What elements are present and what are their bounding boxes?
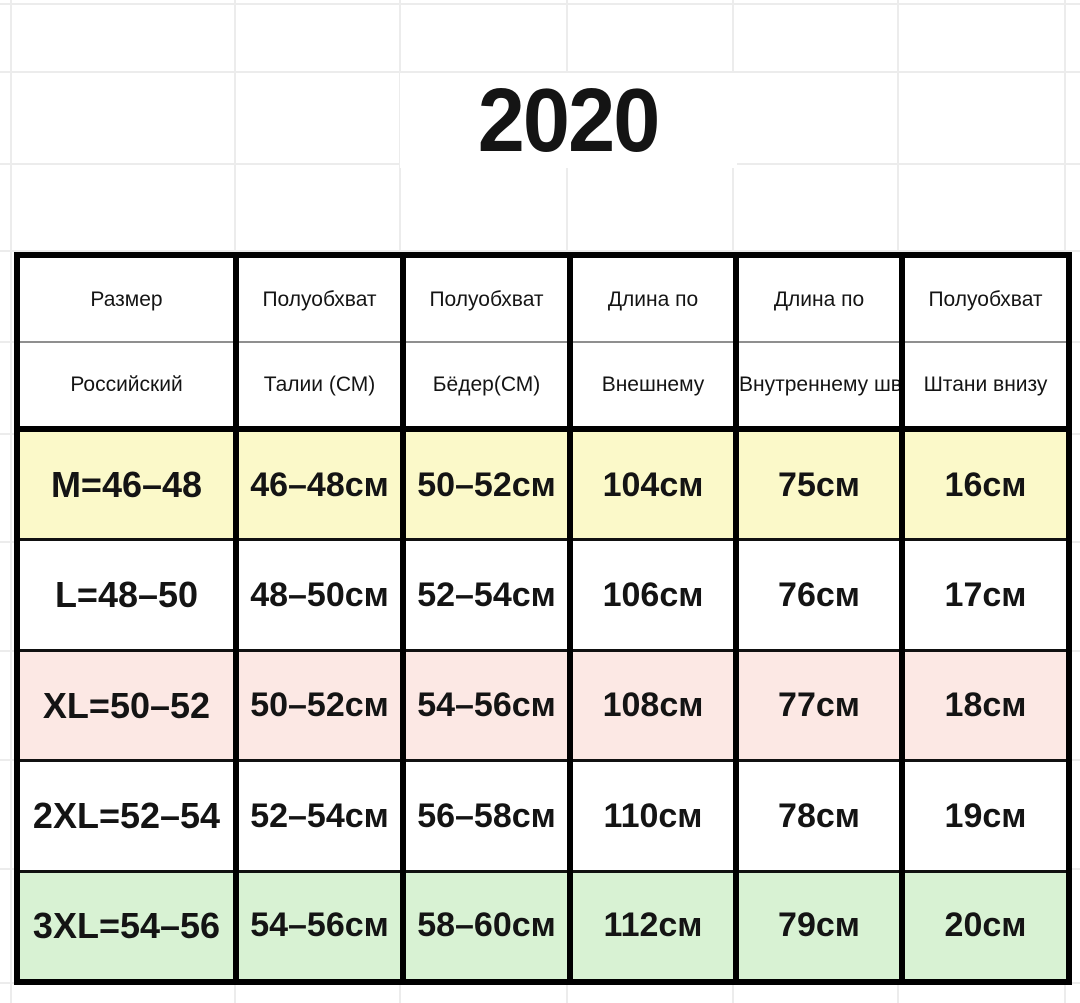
cell-hips: 50–52см bbox=[400, 429, 573, 542]
cell-leg-opening: 17см bbox=[899, 539, 1072, 652]
gridline-horizontal bbox=[0, 3, 1080, 5]
cell-inseam: 76см bbox=[733, 539, 905, 652]
cell-outer-length: 112см bbox=[567, 871, 739, 982]
cell-inseam: 79см bbox=[733, 871, 905, 982]
cell-size: XL=50–52 bbox=[14, 650, 239, 763]
header-outer-length-bottom: Внешнему bbox=[567, 342, 739, 433]
header-leg-opening-top: Полуобхват bbox=[899, 255, 1072, 344]
cell-waist: 48–50см bbox=[233, 539, 406, 652]
cell-waist: 50–52см bbox=[233, 650, 406, 763]
cell-inseam: 78см bbox=[733, 760, 905, 873]
gridline-horizontal bbox=[0, 250, 1080, 252]
cell-inseam: 77см bbox=[733, 650, 905, 763]
header-inseam-label: Внутреннему шву bbox=[739, 372, 899, 396]
cell-leg-opening: 20см bbox=[899, 871, 1072, 982]
size-row-xl: XL=50–52 50–52см 54–56см 108см 77см 18см bbox=[14, 650, 1072, 763]
header-size-top: Размер bbox=[14, 255, 239, 344]
cell-outer-length: 108см bbox=[567, 650, 739, 763]
cell-size: L=48–50 bbox=[14, 539, 239, 652]
page-title: 2020 bbox=[478, 70, 661, 171]
header-hips-top: Полуобхват bbox=[400, 255, 573, 344]
gridline-horizontal bbox=[0, 71, 1080, 73]
header-waist-bottom: Талии (СМ) bbox=[233, 342, 406, 433]
cell-size: 3XL=54–56 bbox=[14, 871, 239, 982]
cell-size: 2XL=52–54 bbox=[14, 760, 239, 873]
cell-hips: 58–60см bbox=[400, 871, 573, 982]
header-row-bottom: Российский Талии (СМ) Бёдер(СМ) Внешнему… bbox=[14, 342, 1072, 433]
cell-waist: 54–56см bbox=[233, 871, 406, 982]
header-leg-opening-bottom: Штани внизу bbox=[899, 342, 1072, 433]
cell-inseam: 75см bbox=[733, 429, 905, 542]
header-inseam-top: Длина по bbox=[733, 255, 905, 344]
header-hips-bottom: Бёдер(СМ) bbox=[400, 342, 573, 433]
header-size-bottom: Российский bbox=[14, 342, 239, 433]
title-cell: 2020 bbox=[400, 73, 737, 168]
size-row-2xl: 2XL=52–54 52–54см 56–58см 110см 78см 19с… bbox=[14, 760, 1072, 873]
cell-waist: 52–54см bbox=[233, 760, 406, 873]
cell-leg-opening: 16см bbox=[899, 429, 1072, 542]
cell-hips: 52–54см bbox=[400, 539, 573, 652]
gridline-vertical bbox=[10, 0, 12, 1003]
size-row-m: M=46–48 46–48см 50–52см 104см 75см 16см bbox=[14, 429, 1072, 542]
cell-size: M=46–48 bbox=[14, 429, 239, 542]
cell-leg-opening: 18см bbox=[899, 650, 1072, 763]
header-row-top: Размер Полуобхват Полуобхват Длина по Дл… bbox=[14, 255, 1072, 344]
cell-hips: 56–58см bbox=[400, 760, 573, 873]
cell-hips: 54–56см bbox=[400, 650, 573, 763]
cell-waist: 46–48см bbox=[233, 429, 406, 542]
header-inseam-bottom: Внутреннему шву bbox=[733, 342, 905, 433]
cell-outer-length: 110см bbox=[567, 760, 739, 873]
size-chart-table: Размер Полуобхват Полуобхват Длина по Дл… bbox=[14, 252, 1072, 985]
cell-outer-length: 106см bbox=[567, 539, 739, 652]
header-waist-top: Полуобхват bbox=[233, 255, 406, 344]
size-row-3xl: 3XL=54–56 54–56см 58–60см 112см 79см 20с… bbox=[14, 871, 1072, 982]
size-row-l: L=48–50 48–50см 52–54см 106см 76см 17см bbox=[14, 539, 1072, 652]
cell-outer-length: 104см bbox=[567, 429, 739, 542]
cell-leg-opening: 19см bbox=[899, 760, 1072, 873]
header-outer-length-top: Длина по bbox=[567, 255, 739, 344]
